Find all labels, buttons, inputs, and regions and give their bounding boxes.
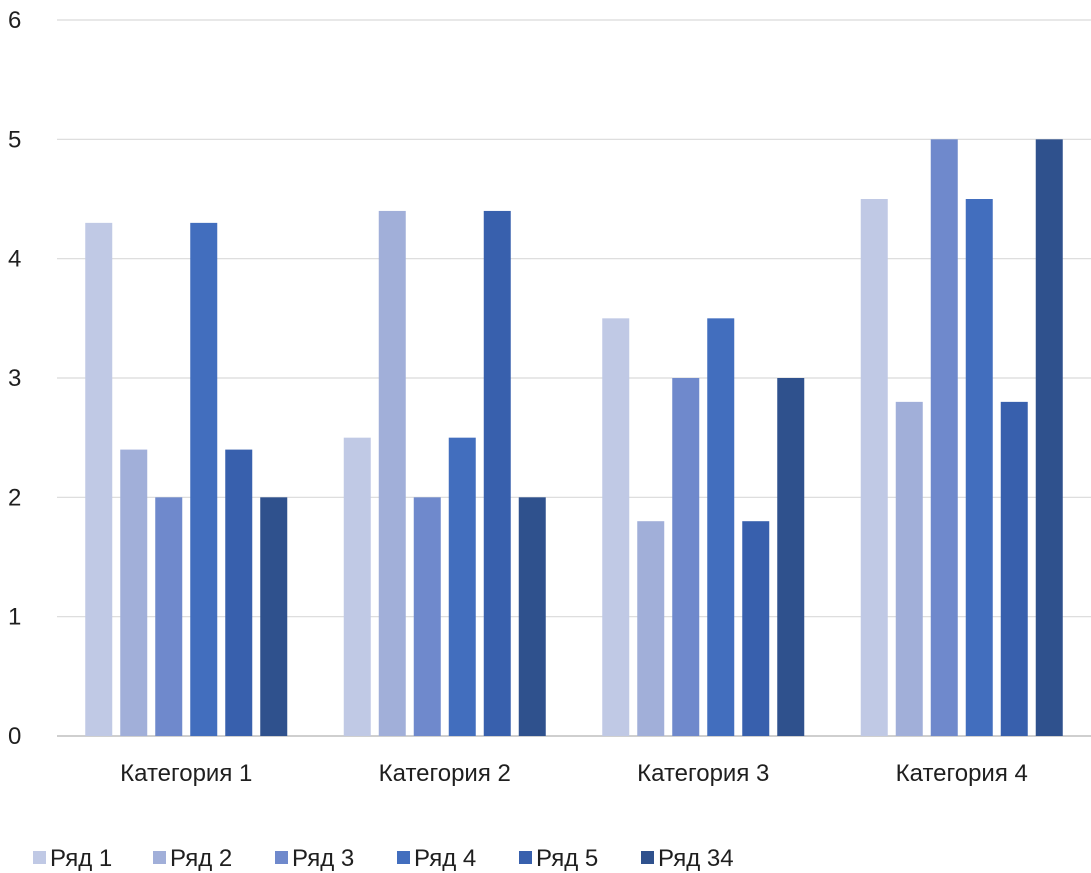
bar [777,378,805,736]
legend-swatch [397,851,410,864]
legend-swatch [275,851,288,864]
y-tick-label: 5 [8,126,21,153]
bar [85,222,113,736]
legend-label: Ряд 3 [292,845,354,872]
bar [518,497,546,736]
x-tick-label: Категория 3 [637,760,769,787]
bar [260,497,288,736]
bars [85,139,1063,737]
bar [742,521,770,736]
legend-swatch [153,851,166,864]
bar [343,437,371,736]
bar [155,497,183,736]
legend-label: Ряд 5 [536,845,598,872]
bar [1000,401,1028,736]
y-tick-label: 0 [8,723,21,750]
legend-label: Ряд 2 [170,845,232,872]
bar [448,437,476,736]
bar [930,139,958,737]
y-axis: 0 1 2 3 4 5 6 [8,7,21,750]
legend: Ряд 1 Ряд 2 Ряд 3 Ряд 4 Ряд 5 Ряд 34 [33,845,734,872]
bar [378,210,406,736]
x-tick-label: Категория 1 [120,760,252,787]
bar [602,318,630,736]
x-axis: Категория 1 Категория 2 Категория 3 Категор… [120,760,1028,787]
legend-label: Ряд 34 [658,845,734,872]
bar [672,378,700,736]
bar [190,222,218,736]
legend-swatch [33,851,46,864]
bar [895,401,923,736]
x-tick-label: Категория 2 [379,760,511,787]
legend-label: Ряд 1 [50,845,112,872]
bar [707,318,735,736]
bar [483,210,511,736]
bar [120,449,148,736]
x-tick-label: Категория 4 [896,760,1028,787]
y-tick-label: 3 [8,365,21,392]
bar [413,497,441,736]
bar [965,199,993,736]
bar [860,199,888,736]
y-tick-label: 6 [8,7,21,34]
bar [637,521,665,736]
legend-swatch [641,851,654,864]
legend-swatch [519,851,532,864]
y-tick-label: 1 [8,604,21,631]
legend-label: Ряд 4 [414,845,476,872]
bar [225,449,253,736]
bar [1035,139,1063,737]
y-tick-label: 4 [8,246,21,273]
y-tick-label: 2 [8,484,21,511]
